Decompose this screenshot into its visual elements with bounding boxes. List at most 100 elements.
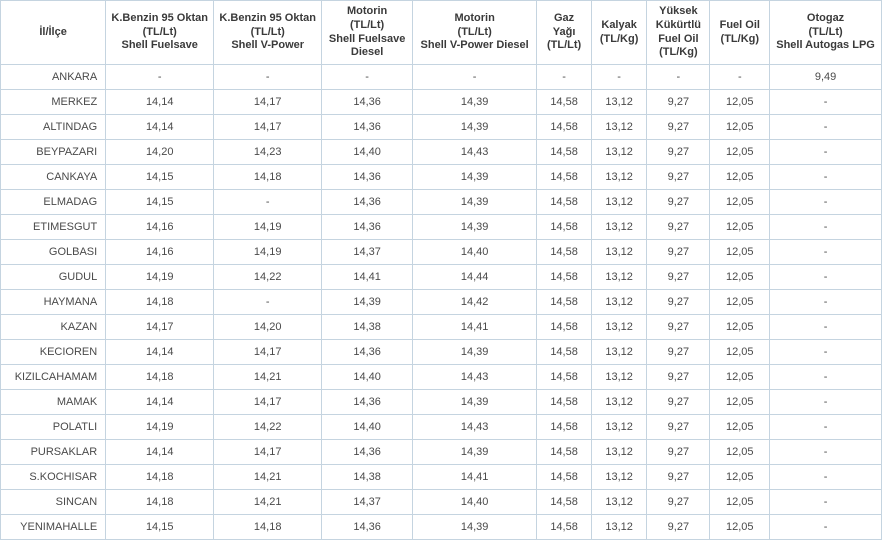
price-cell: 12,05 <box>710 515 770 540</box>
price-cell: 12,05 <box>710 465 770 490</box>
price-cell: - <box>770 215 882 240</box>
header-yuksek-kukurtlu: YüksekKükürtlüFuel Oil(TL/Kg) <box>647 1 710 65</box>
district-cell: SINCAN <box>1 490 106 515</box>
price-cell: 13,12 <box>591 215 646 240</box>
district-cell: HAYMANA <box>1 290 106 315</box>
price-cell: - <box>770 265 882 290</box>
table-row: YENIMAHALLE14,1514,1814,3614,3914,5813,1… <box>1 515 882 540</box>
price-cell: 14,36 <box>322 215 413 240</box>
price-cell: 14,58 <box>537 415 592 440</box>
price-cell: 14,18 <box>214 515 322 540</box>
table-row: CANKAYA14,1514,1814,3614,3914,5813,129,2… <box>1 165 882 190</box>
price-cell: 14,43 <box>413 365 537 390</box>
price-cell: 14,38 <box>322 465 413 490</box>
price-cell: 14,38 <box>322 315 413 340</box>
price-cell: 14,21 <box>214 490 322 515</box>
price-cell: 14,36 <box>322 440 413 465</box>
price-cell: 12,05 <box>710 340 770 365</box>
price-cell: - <box>770 440 882 465</box>
price-cell: 14,36 <box>322 115 413 140</box>
price-cell: 9,27 <box>647 340 710 365</box>
price-cell: 13,12 <box>591 240 646 265</box>
price-cell: 14,58 <box>537 490 592 515</box>
table-row: SINCAN14,1814,2114,3714,4014,5813,129,27… <box>1 490 882 515</box>
price-cell: 14,39 <box>413 215 537 240</box>
price-cell: 14,14 <box>106 340 214 365</box>
price-cell: - <box>770 415 882 440</box>
price-cell: 13,12 <box>591 490 646 515</box>
price-cell: 14,58 <box>537 390 592 415</box>
district-cell: YENIMAHALLE <box>1 515 106 540</box>
price-cell: 14,39 <box>413 115 537 140</box>
table-row: KECIOREN14,1414,1714,3614,3914,5813,129,… <box>1 340 882 365</box>
price-cell: - <box>770 340 882 365</box>
header-fuel-oil: Fuel Oil(TL/Kg) <box>710 1 770 65</box>
price-cell: 14,39 <box>413 165 537 190</box>
price-cell: - <box>770 140 882 165</box>
price-cell: 14,16 <box>106 215 214 240</box>
price-cell: - <box>106 65 214 90</box>
price-cell: 14,58 <box>537 365 592 390</box>
price-cell: 14,17 <box>214 390 322 415</box>
price-cell: 12,05 <box>710 215 770 240</box>
price-cell: 14,58 <box>537 115 592 140</box>
table-row: ETIMESGUT14,1614,1914,3614,3914,5813,129… <box>1 215 882 240</box>
price-cell: 9,27 <box>647 140 710 165</box>
table-row: GOLBASI14,1614,1914,3714,4014,5813,129,2… <box>1 240 882 265</box>
table-row: ALTINDAG14,1414,1714,3614,3914,5813,129,… <box>1 115 882 140</box>
price-cell: 12,05 <box>710 390 770 415</box>
price-cell: 14,58 <box>537 215 592 240</box>
price-cell: 14,36 <box>322 340 413 365</box>
price-cell: 9,27 <box>647 490 710 515</box>
price-cell: 14,39 <box>413 515 537 540</box>
price-cell: - <box>770 515 882 540</box>
price-cell: 9,27 <box>647 190 710 215</box>
price-cell: 13,12 <box>591 190 646 215</box>
table-row: MERKEZ14,1414,1714,3614,3914,5813,129,27… <box>1 90 882 115</box>
price-cell: 14,58 <box>537 265 592 290</box>
table-row: MAMAK14,1414,1714,3614,3914,5813,129,271… <box>1 390 882 415</box>
price-cell: 12,05 <box>710 440 770 465</box>
price-cell: 14,17 <box>214 115 322 140</box>
price-cell: 13,12 <box>591 415 646 440</box>
price-cell: 14,58 <box>537 290 592 315</box>
price-cell: 14,39 <box>413 90 537 115</box>
price-cell: 14,19 <box>106 415 214 440</box>
table-row: GUDUL14,1914,2214,4114,4414,5813,129,271… <box>1 265 882 290</box>
table-row: KIZILCAHAMAM14,1814,2114,4014,4314,5813,… <box>1 365 882 390</box>
price-cell: 14,19 <box>106 265 214 290</box>
district-cell: KIZILCAHAMAM <box>1 365 106 390</box>
price-cell: 14,17 <box>214 90 322 115</box>
price-cell: 14,17 <box>214 440 322 465</box>
price-cell: 13,12 <box>591 115 646 140</box>
price-cell: 14,18 <box>106 290 214 315</box>
price-cell: 14,39 <box>413 440 537 465</box>
price-cell: - <box>647 65 710 90</box>
price-cell: 14,43 <box>413 140 537 165</box>
table-row: S.KOCHISAR14,1814,2114,3814,4114,5813,12… <box>1 465 882 490</box>
district-cell: KAZAN <box>1 315 106 340</box>
price-cell: 14,20 <box>106 140 214 165</box>
price-cell: 14,23 <box>214 140 322 165</box>
price-cell: - <box>214 65 322 90</box>
price-cell: 14,36 <box>322 390 413 415</box>
price-cell: 14,58 <box>537 465 592 490</box>
price-cell: 14,40 <box>413 240 537 265</box>
price-cell: 14,43 <box>413 415 537 440</box>
price-cell: 14,58 <box>537 240 592 265</box>
price-cell: 14,14 <box>106 390 214 415</box>
price-cell: 14,36 <box>322 190 413 215</box>
header-district: İl/İlçe <box>1 1 106 65</box>
price-cell: 9,27 <box>647 115 710 140</box>
table-row: BEYPAZARI14,2014,2314,4014,4314,5813,129… <box>1 140 882 165</box>
price-cell: 14,21 <box>214 365 322 390</box>
price-cell: 14,44 <box>413 265 537 290</box>
price-cell: 9,49 <box>770 65 882 90</box>
price-cell: 9,27 <box>647 265 710 290</box>
price-cell: 12,05 <box>710 315 770 340</box>
price-cell: 9,27 <box>647 240 710 265</box>
district-cell: GUDUL <box>1 265 106 290</box>
price-cell: 14,40 <box>322 415 413 440</box>
price-cell: 14,17 <box>106 315 214 340</box>
price-cell: 9,27 <box>647 215 710 240</box>
